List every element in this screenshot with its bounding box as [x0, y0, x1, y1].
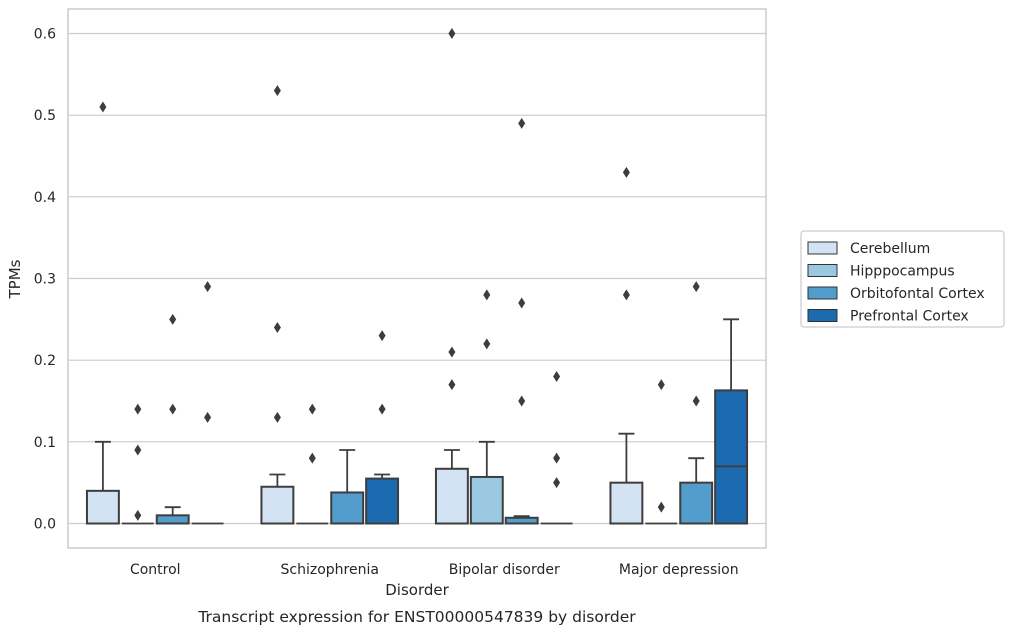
legend-swatch: [807, 264, 838, 277]
outlier-point: [483, 338, 491, 350]
box-hipppocampus: [645, 379, 678, 525]
legend-item: Prefrontal Cortex: [807, 309, 969, 325]
legend-label: Orbitofontal Cortex: [850, 286, 985, 302]
y-tick-label: 0.4: [34, 190, 56, 206]
box-prefrontal-cortex: [365, 330, 400, 525]
x-axis-label: Disorder: [385, 581, 449, 599]
outlier-point: [553, 371, 561, 382]
box: [365, 477, 400, 525]
outlier-point: [204, 281, 212, 293]
outlier-point: [657, 379, 665, 391]
box: [469, 475, 504, 525]
outlier-point: [553, 452, 561, 464]
box-plot-series: [85, 28, 749, 525]
box-orbitofontal-cortex: [504, 117, 539, 525]
x-tick-label: Schizophrenia: [281, 562, 379, 578]
legend-label: Prefrontal Cortex: [850, 309, 969, 325]
outlier-point: [483, 289, 491, 301]
box: [714, 389, 749, 525]
outlier-point: [273, 85, 281, 97]
x-tick-label: Bipolar disorder: [449, 562, 560, 578]
box: [260, 485, 295, 525]
outlier-point: [518, 117, 526, 129]
outlier-point: [99, 101, 107, 113]
y-tick-label: 0.6: [34, 27, 56, 43]
legend-label: Cerebellum: [850, 241, 930, 257]
outlier-point: [448, 28, 456, 39]
y-tick-label: 0.2: [34, 353, 56, 369]
outlier-point: [134, 509, 142, 521]
legend-item: Hipppocampus: [807, 264, 955, 280]
box-prefrontal-cortex: [191, 281, 224, 525]
legend-item: Orbitofontal Cortex: [807, 286, 985, 302]
y-tick-label: 0.1: [34, 435, 56, 451]
outlier-point: [169, 313, 177, 325]
x-tick-label: Major depression: [619, 562, 739, 578]
y-tick-label: 0.3: [34, 272, 56, 288]
gridlines: [68, 32, 766, 525]
box-hipppocampus: [121, 403, 154, 525]
box-prefrontal-cortex: [714, 318, 749, 525]
box-cerebellum: [434, 28, 469, 525]
outlier-point: [448, 346, 456, 358]
legend-frame: [800, 230, 1005, 328]
outlier-point: [273, 322, 281, 333]
legend-label: Hipppocampus: [850, 264, 955, 280]
outlier-point: [692, 395, 700, 407]
box-orbitofontal-cortex: [679, 281, 714, 525]
box: [434, 467, 469, 525]
x-axis-ticks: Control Schizophrenia Bipolar disorder Majo…: [130, 562, 739, 578]
box: [609, 481, 644, 525]
outlier-point: [622, 166, 630, 178]
box-cerebellum: [609, 166, 644, 525]
outlier-point: [448, 379, 456, 391]
outlier-point: [518, 395, 526, 407]
outlier-point: [308, 403, 316, 415]
chart-caption: Transcript expression for ENST0000054783…: [197, 608, 636, 626]
y-axis-label: TPMs: [6, 259, 24, 299]
outlier-point: [378, 403, 386, 415]
box-cerebellum: [260, 85, 295, 525]
box: [85, 489, 120, 525]
box: [155, 514, 190, 525]
legend: Cerebellum Hipppocampus Orbitofontal Corte…: [800, 230, 1005, 328]
legend-item: Cerebellum: [807, 241, 930, 257]
outlier-point: [134, 444, 142, 456]
box: [330, 491, 365, 525]
y-axis-ticks: 0.0 0.1 0.2 0.3 0.4 0.5 0.6: [34, 27, 56, 533]
outlier-point: [273, 411, 281, 423]
outlier-point: [553, 477, 561, 489]
y-tick-label: 0.0: [34, 517, 56, 533]
box-hipppocampus: [469, 289, 504, 525]
x-tick-label: Control: [130, 562, 181, 578]
outlier-point: [169, 403, 177, 415]
outlier-point: [692, 281, 700, 293]
outlier-point: [622, 289, 630, 301]
box-prefrontal-cortex: [540, 371, 573, 525]
box-hipppocampus: [296, 403, 329, 525]
plot-area-frame: [67, 8, 767, 549]
legend-swatch: [807, 241, 838, 255]
outlier-point: [308, 452, 316, 464]
y-tick-label: 0.5: [34, 108, 56, 124]
outlier-point: [518, 297, 526, 309]
outlier-point: [657, 501, 665, 513]
outlier-point: [378, 330, 386, 342]
box-cerebellum: [85, 101, 120, 525]
box-orbitofontal-cortex: [330, 449, 365, 525]
box-orbitofontal-cortex: [155, 313, 190, 525]
box: [679, 481, 714, 525]
legend-swatch: [807, 286, 838, 300]
legend-swatch: [807, 309, 838, 322]
outlier-point: [204, 411, 212, 423]
outlier-point: [134, 403, 142, 415]
